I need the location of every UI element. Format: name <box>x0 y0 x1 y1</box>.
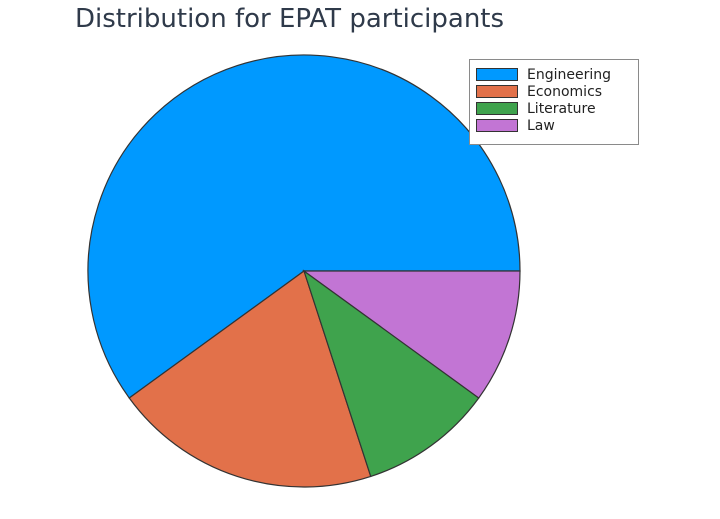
legend-swatch-law <box>476 119 518 132</box>
pie-slice-engineering <box>87 54 521 399</box>
legend-label-economics: Economics <box>527 83 603 100</box>
legend-swatch-literature <box>476 102 518 115</box>
legend-swatch-engineering <box>476 68 518 81</box>
legend-label-law: Law <box>527 117 555 134</box>
chart-legend: Engineering Economics Literature Law <box>469 59 639 145</box>
legend-label-engineering: Engineering <box>527 66 611 83</box>
pie-slice-literature <box>302 269 480 478</box>
pie-slice-economics <box>128 270 372 488</box>
pie-slice-law <box>302 270 521 399</box>
legend-item-engineering: Engineering <box>476 66 632 83</box>
pie-slices <box>87 54 521 488</box>
chart-title: Distribution for EPAT participants <box>75 4 505 34</box>
legend-label-literature: Literature <box>527 100 596 117</box>
legend-item-law: Law <box>476 117 632 134</box>
legend-item-economics: Economics <box>476 83 632 100</box>
legend-item-literature: Literature <box>476 100 632 117</box>
legend-swatch-economics <box>476 85 518 98</box>
